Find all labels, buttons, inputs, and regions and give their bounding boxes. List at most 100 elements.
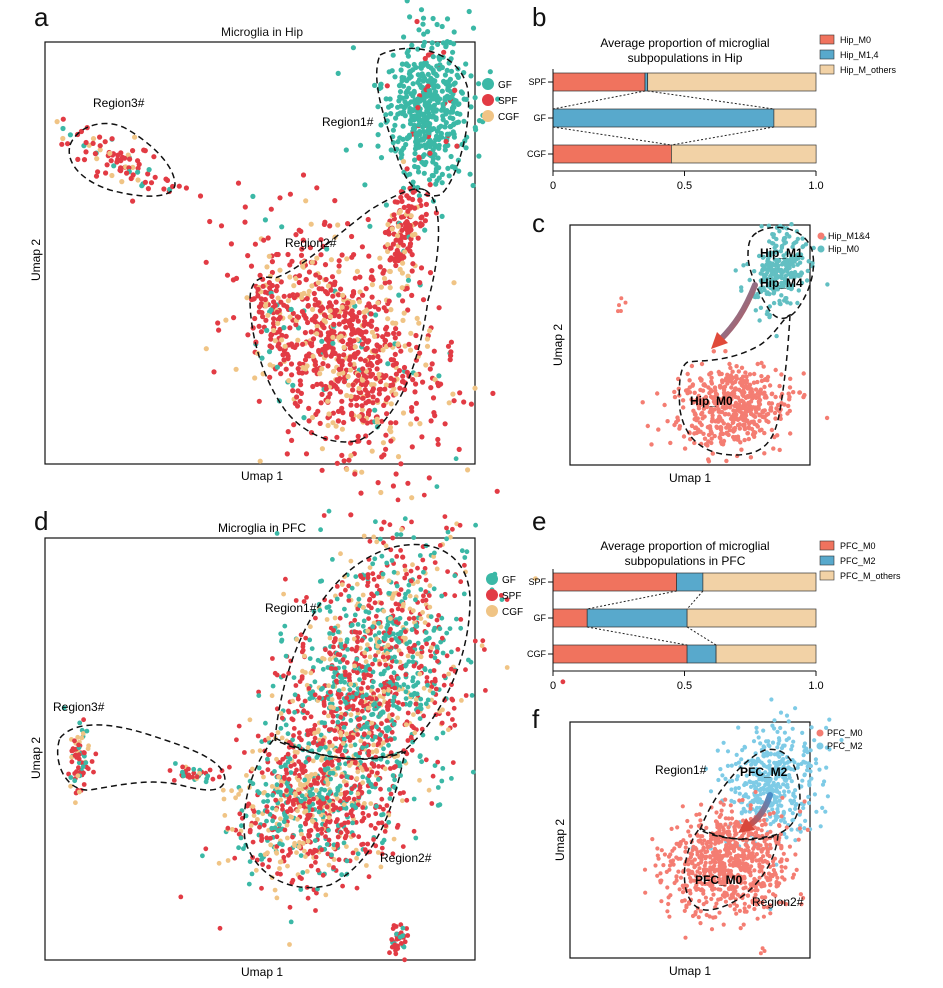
point-d-region2 <box>375 850 381 855</box>
point-d-region2 <box>292 791 298 796</box>
point-a-region2 <box>334 434 340 440</box>
point-a-region2 <box>345 221 351 227</box>
point-a-region2 <box>297 398 303 404</box>
point-a-region2-edge <box>264 327 270 333</box>
point-c-m14 <box>739 285 744 290</box>
legend-b-m0-label: Hip_M0 <box>840 35 871 45</box>
point-c-m14 <box>759 224 764 229</box>
point-a-region1 <box>390 52 396 58</box>
point-c-m0 <box>645 423 650 429</box>
point-c-m14 <box>806 259 811 264</box>
point-c-m0 <box>751 405 756 410</box>
point-d-region1 <box>427 668 433 674</box>
point-a-region2 <box>446 400 452 406</box>
point-a-region1 <box>446 173 452 179</box>
point-a-region1 <box>466 8 472 15</box>
point-d-region1 <box>359 699 365 705</box>
point-f-m2 <box>789 747 794 752</box>
point-a-region2 <box>350 312 356 318</box>
point-a-region2 <box>356 413 362 419</box>
point-a-region2 <box>435 436 441 443</box>
point-f-m2 <box>820 805 825 811</box>
point-a-region2 <box>233 366 239 372</box>
point-c-m14 <box>761 254 766 260</box>
point-a-region2 <box>268 336 274 342</box>
point-d-region1 <box>410 678 415 684</box>
point-a-region3 <box>119 179 125 185</box>
point-d-region3a <box>82 753 87 759</box>
point-d-region2 <box>278 779 284 784</box>
point-d-region2 <box>261 822 267 828</box>
point-a-region2 <box>331 382 337 388</box>
point-d-region2 <box>377 737 383 743</box>
panel-d-title: Microglia in PFC <box>218 521 306 535</box>
point-d-region1 <box>342 606 347 612</box>
point-a-region2-edge <box>279 332 285 339</box>
point-a-region2 <box>343 324 349 330</box>
point-c-m0 <box>692 440 697 446</box>
point-a-region2 <box>365 409 372 416</box>
point-d-region1 <box>359 638 365 643</box>
point-a-region3 <box>130 198 136 204</box>
panel-c-m0-outline <box>678 313 791 456</box>
point-a-region2 <box>258 329 264 335</box>
point-a-region2 <box>380 347 386 353</box>
point-a-region2-stem <box>404 219 410 225</box>
point-a-region2 <box>295 388 301 394</box>
point-c-m0 <box>753 387 759 392</box>
point-d-region2 <box>329 852 334 858</box>
point-d-region2 <box>400 844 406 849</box>
point-c-m14 <box>757 318 762 323</box>
point-c-m0 <box>694 398 699 403</box>
point-d-region2 <box>275 871 280 876</box>
point-a-region2 <box>348 402 354 408</box>
point-c-m14 <box>790 283 795 288</box>
point-d-region2 <box>305 895 311 901</box>
point-a-region2 <box>314 381 320 387</box>
point-d-region1 <box>269 693 275 699</box>
point-d-region1 <box>417 671 423 677</box>
point-d-region3a <box>69 748 75 754</box>
point-c-m0 <box>743 395 749 400</box>
point-a-region1 <box>457 111 463 117</box>
point-a-region3 <box>94 156 100 162</box>
point-d-region1 <box>421 492 427 498</box>
point-d-region2 <box>285 799 291 805</box>
point-d-region1 <box>436 613 441 618</box>
point-a-region2 <box>330 368 337 374</box>
point-c-m0 <box>730 369 735 374</box>
point-d-region2 <box>319 847 324 853</box>
point-c-m14 <box>775 268 780 273</box>
point-d-region3a <box>80 764 86 769</box>
point-d-region2 <box>274 834 280 840</box>
point-a-region1 <box>468 104 474 110</box>
point-d-region2 <box>300 840 306 846</box>
point-a-region2 <box>312 296 318 302</box>
point-d-region1 <box>417 553 423 558</box>
point-a-region2 <box>306 269 312 275</box>
point-c-m0 <box>721 387 727 392</box>
point-a-region2 <box>295 366 301 372</box>
point-d-region1 <box>407 593 413 599</box>
point-d-region2 <box>307 803 313 809</box>
point-a-region2 <box>359 341 366 347</box>
point-a-region2 <box>277 195 283 201</box>
point-d-region1 <box>354 581 360 587</box>
point-a-region2 <box>368 323 374 329</box>
legend-d-gf-label: GF <box>502 575 516 586</box>
point-a-region2-stem <box>395 223 401 229</box>
point-a-region2 <box>313 313 319 319</box>
point-a-region2-stem <box>399 270 405 276</box>
point-d-region1 <box>458 579 464 585</box>
point-a-region2-stem <box>387 268 393 275</box>
point-a-region2 <box>445 343 452 349</box>
point-d-region2 <box>305 838 311 844</box>
point-a-region2 <box>320 361 326 367</box>
point-a-region2 <box>382 280 388 286</box>
point-a-region2 <box>417 421 423 427</box>
panel-letter-c: c <box>532 208 545 238</box>
point-d-region2 <box>355 791 361 797</box>
point-a-region2 <box>383 446 389 452</box>
point-d-region2 <box>232 855 238 861</box>
point-d-region1 <box>348 681 354 687</box>
